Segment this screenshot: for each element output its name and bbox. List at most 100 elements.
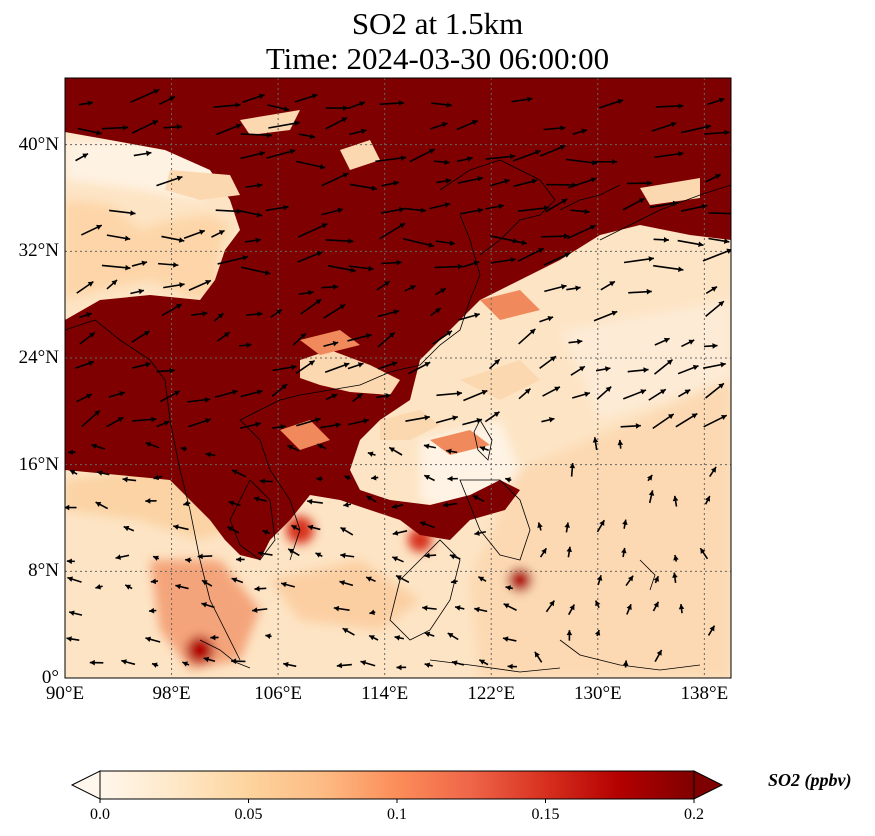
wind-arrow [423,474,435,482]
wind-arrow [266,148,296,159]
x-tick-label: 122°E [467,683,516,704]
wind-arrow [405,414,430,422]
wind-arrow [422,605,437,611]
wind-arrow [297,251,323,263]
wind-arrow [704,129,730,136]
wind-arrow [512,149,541,162]
wind-arrow [239,210,263,218]
wind-arrow [131,260,148,267]
wind-arrow [572,391,591,399]
map-frame [64,77,732,679]
wind-arrow [91,443,106,450]
colorbar-tick-label: 0.15 [531,806,560,823]
wind-arrow [451,660,465,666]
wind-arrow [652,601,660,612]
so2-concentration-field [65,78,731,678]
wind-arrow [655,103,684,109]
wind-arrow [106,279,118,290]
wind-arrow [430,122,448,130]
wind-arrow [511,96,533,103]
wind-arrow [296,160,326,170]
y-tick-label: 24°N [18,347,59,368]
wind-arrow [101,264,131,271]
wind-arrow [424,662,433,668]
wind-arrow [187,397,211,403]
wind-arrow [252,607,268,613]
wind-arrow [133,150,152,157]
wind-arrow [347,101,366,110]
wind-arrow [368,634,379,641]
wind-arrow [298,133,316,140]
wind-arrow [705,285,718,295]
wind-arrow [381,259,402,266]
x-tick-label: 138°E [680,683,729,704]
wind-arrow [108,391,126,398]
wind-arrow [478,576,487,582]
wind-arrow [81,409,101,428]
wind-arrow [185,557,192,564]
wind-arrow [375,155,407,163]
wind-arrow [596,386,612,400]
wind-arrow [296,417,321,427]
wind-arrow [244,237,261,244]
wind-arrow [673,554,679,562]
wind-arrow [566,546,573,558]
wind-arrow [65,504,77,511]
wind-arrow [653,575,660,584]
wind-arrow [600,280,616,291]
y-tick-label: 16°N [18,453,59,475]
wind-arrow [216,123,242,136]
wind-arrow [434,263,463,270]
wind-arrow [231,469,247,478]
wind-arrow [78,100,94,107]
y-tick-label: 40°N [18,133,59,155]
wind-arrow [115,554,130,560]
wind-arrow [424,552,437,559]
wind-arrow [109,209,136,216]
wind-arrow [272,364,297,372]
wind-arrow [156,367,175,374]
wind-arrow [456,156,473,163]
wind-arrow [539,315,554,323]
wind-arrow [231,658,246,664]
wind-arrow [75,360,95,369]
wind-arrow [145,498,157,504]
wind-arrow [623,256,654,264]
x-tick-label: 106°E [254,683,302,704]
wind-arrow [106,416,124,428]
x-tick-label: 114°E [361,683,409,704]
wind-arrow [376,393,391,399]
wind-arrow [348,265,374,272]
wind-arrow [594,600,601,609]
wind-arrow [257,550,273,557]
y-tick-label: 8°N [28,560,59,582]
wind-arrow [145,441,160,449]
colorbar-tick-label: 0.0 [90,806,110,823]
wind-arrow [377,361,398,370]
wind-arrow [652,413,675,430]
wind-arrow [292,332,307,346]
wind-arrow [567,604,576,616]
wind-arrow [79,331,96,345]
wind-arrow [545,600,555,613]
wind-arrow [544,284,567,293]
wind-arrow [325,116,348,130]
x-tick-label: 90°E [45,683,85,704]
wind-arrow [76,280,94,294]
wind-arrow [534,651,543,663]
wind-arrow [490,178,510,187]
wind-arrow [566,285,581,291]
wind-arrow [76,393,93,403]
wind-arrow [653,237,669,243]
wind-arrow [265,204,289,212]
wind-arrow [567,177,597,189]
wind-arrow [122,476,137,483]
wind-arrow [271,383,288,398]
wind-arrow [371,474,379,481]
colorbar-extend-max [693,770,724,800]
y-tick-label: 0° [41,667,59,688]
wind-arrow [447,475,458,482]
wind-arrow [681,124,712,134]
wind-arrow [648,388,667,401]
